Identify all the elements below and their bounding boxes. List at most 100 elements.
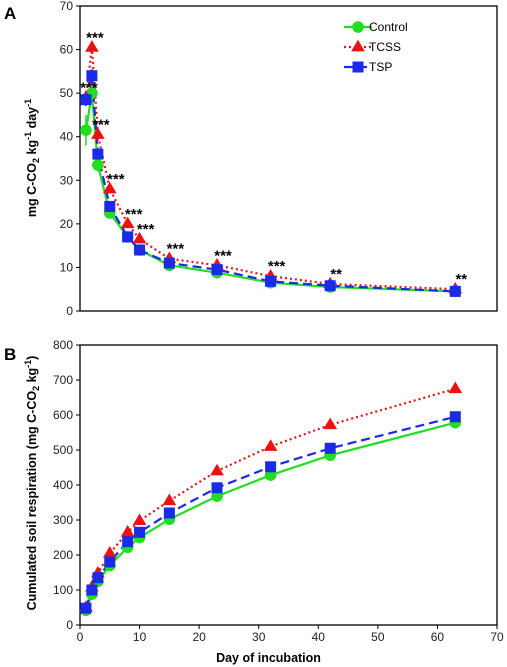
- data-point-control: [264, 469, 277, 482]
- y-axis-title-part: 2: [31, 158, 41, 163]
- data-point-tsp: [80, 94, 92, 106]
- panel-b-letter: B: [4, 345, 16, 364]
- significance-label: ***: [137, 221, 155, 238]
- y-axis-title-part: -1: [23, 99, 33, 107]
- data-point-tcss: [102, 181, 117, 194]
- data-point-tsp: [163, 257, 175, 269]
- y-tick-label: 70: [60, 0, 74, 13]
- data-point-tcss: [102, 546, 117, 558]
- y-axis-title-part: -1: [23, 360, 33, 368]
- series-line-tcss: [84, 387, 456, 608]
- y-tick-label: 600: [53, 408, 73, 422]
- y-axis-title-part: 2: [31, 386, 41, 391]
- data-point-tcss: [91, 127, 105, 139]
- y-tick-label: 800: [53, 338, 73, 352]
- data-point-tcss: [263, 439, 278, 451]
- data-point-tcss: [162, 493, 177, 506]
- data-point-tsp: [104, 556, 116, 568]
- y-tick-label: 10: [60, 260, 74, 274]
- data-point-tsp: [134, 526, 146, 538]
- x-tick-label: 0: [77, 630, 84, 644]
- x-tick-label: 20: [192, 630, 206, 644]
- y-tick-label: 20: [60, 217, 74, 231]
- data-point-tsp: [265, 275, 277, 287]
- data-point-tsp: [324, 280, 336, 292]
- y-tick-label: 30: [60, 173, 74, 187]
- data-point-tsp: [324, 442, 336, 454]
- legend-label-control: Control: [369, 20, 408, 34]
- x-tick-label: 10: [133, 630, 147, 644]
- significance-label: **: [330, 266, 342, 283]
- legend-marker-control: [352, 21, 364, 33]
- series-line-control: [84, 421, 456, 611]
- y-tick-label: 40: [60, 130, 74, 144]
- y-tick-label: 60: [60, 43, 74, 57]
- y-tick-label: 700: [53, 373, 73, 387]
- data-point-tcss: [132, 231, 147, 244]
- panel-b: B 0 100 200 300 400 500 600 700 800 0 10 20 30 40 50 60 7…: [4, 338, 504, 665]
- data-point-tsp: [92, 572, 104, 584]
- legend: Control TCSS TSP: [344, 20, 408, 74]
- data-point-control: [92, 159, 104, 171]
- panel-b-frame: [79, 344, 498, 626]
- significance-label: **: [455, 271, 467, 288]
- data-point-tcss: [323, 417, 338, 430]
- panel-a-y-axis-title: mg C-CO2 kg-1 day-1: [23, 99, 41, 217]
- data-point-tsp: [92, 148, 104, 160]
- y-axis-title-part: Cumulated soil respiration (mg C-CO: [25, 391, 39, 611]
- x-tick-label: 40: [312, 630, 326, 644]
- data-point-tcss: [120, 525, 135, 537]
- data-point-tsp: [211, 482, 223, 494]
- data-point-tsp: [265, 461, 277, 473]
- y-axis-title-part: kg: [25, 368, 39, 386]
- panel-b-x-axis-title: Day of incubation: [216, 651, 321, 665]
- data-point-tsp: [122, 536, 134, 548]
- y-axis-title-part: kg: [25, 140, 39, 158]
- data-point-tcss: [132, 513, 147, 526]
- significance-label: ***: [86, 29, 104, 46]
- significance-label: ***: [268, 258, 286, 275]
- data-point-tsp: [134, 244, 146, 256]
- data-point-tsp: [449, 411, 461, 423]
- series-line-tcss: [84, 47, 456, 291]
- significance-label: ***: [214, 247, 232, 264]
- significance-label: ***: [167, 241, 185, 258]
- legend-label-tsp: TSP: [369, 60, 392, 74]
- significance-label: ***: [107, 171, 125, 188]
- data-point-tsp: [163, 507, 175, 519]
- y-axis-title-part: day: [25, 107, 39, 132]
- y-axis-title-part: ): [25, 356, 39, 360]
- panel-b-y-axis-title: Cumulated soil respiration (mg C-CO2 kg-…: [23, 356, 41, 611]
- y-tick-label: 0: [66, 618, 73, 632]
- y-tick-label: 0: [66, 304, 73, 318]
- data-point-tsp: [104, 200, 116, 212]
- data-point-control: [211, 490, 223, 503]
- data-point-tcss: [448, 381, 463, 394]
- y-tick-label: 400: [53, 478, 73, 492]
- x-tick-label: 60: [431, 630, 445, 644]
- y-tick-label: 500: [53, 443, 73, 457]
- panel-a-frame: [79, 5, 498, 312]
- data-point-tsp: [211, 264, 223, 276]
- data-point-tcss: [85, 40, 99, 52]
- data-point-tcss: [210, 463, 224, 476]
- data-point-tsp: [122, 231, 134, 243]
- panel-a-letter: A: [4, 4, 16, 23]
- y-tick-label: 200: [53, 548, 73, 562]
- significance-label: ***: [92, 117, 110, 134]
- y-tick-label: 100: [53, 583, 73, 597]
- legend-label-tcss: TCSS: [369, 40, 401, 54]
- y-axis-title-part: mg C-CO: [25, 163, 39, 217]
- data-point-tsp: [86, 70, 98, 82]
- significance-label: ***: [125, 206, 143, 223]
- legend-marker-tsp: [352, 61, 364, 73]
- y-axis-title-part: -1: [23, 132, 33, 140]
- data-point-tsp: [86, 584, 98, 596]
- significance-label: ***: [80, 80, 98, 97]
- y-tick-label: 50: [60, 86, 74, 100]
- y-tick-label: 300: [53, 513, 73, 527]
- data-point-tsp: [449, 285, 461, 297]
- x-tick-label: 30: [252, 630, 266, 644]
